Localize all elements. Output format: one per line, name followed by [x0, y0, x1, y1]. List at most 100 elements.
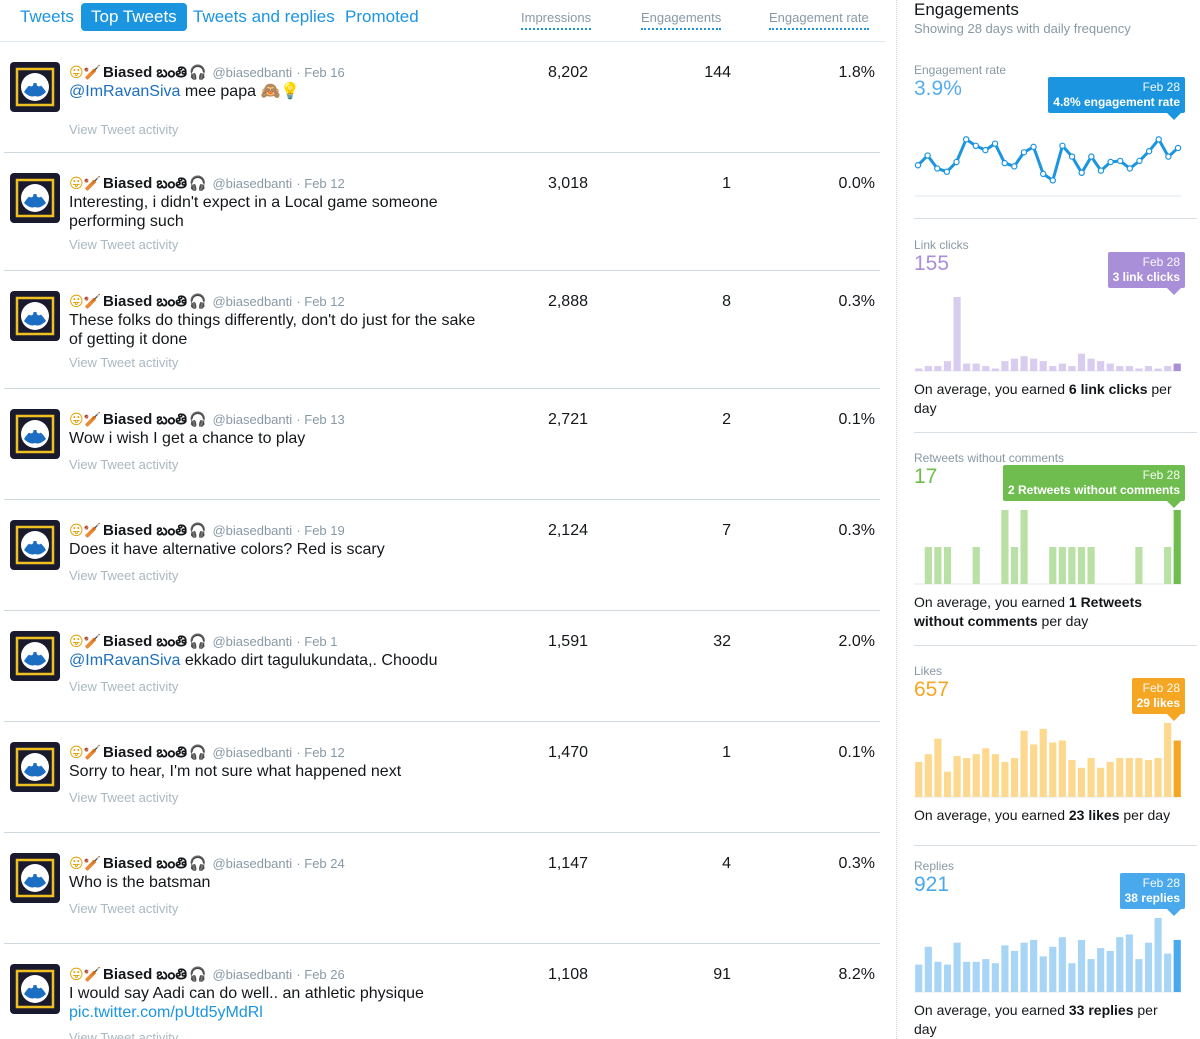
- avatar[interactable]: [10, 964, 60, 1014]
- metric-label: Link clicks: [914, 238, 969, 252]
- metric-chart[interactable]: [914, 129, 1182, 197]
- user-name[interactable]: Biased బంతి: [103, 175, 187, 192]
- metric-divider: [914, 645, 1197, 646]
- view-tweet-activity-link[interactable]: View Tweet activity: [69, 679, 179, 694]
- tweet-row[interactable]: 😛🏏 Biased బంతి 🎧 @biasedbanti · Feb 12 Inter…: [4, 153, 880, 271]
- view-tweet-activity-link[interactable]: View Tweet activity: [69, 568, 179, 583]
- rate-point: [972, 142, 979, 149]
- chart-bar: [1010, 358, 1019, 371]
- avatar[interactable]: [10, 631, 60, 681]
- metric-chart[interactable]: [914, 714, 1182, 798]
- user-name[interactable]: Biased బంతి: [103, 64, 187, 81]
- tweet-row[interactable]: 😛🏏 Biased బంతి 🎧 @biasedbanti · Feb 26 I wou…: [4, 944, 880, 1039]
- chart-bar: [1001, 361, 1009, 371]
- avatar[interactable]: [10, 62, 60, 112]
- user-handle[interactable]: @biasedbanti: [212, 856, 293, 871]
- user-handle[interactable]: @biasedbanti: [212, 294, 293, 309]
- user-name[interactable]: Biased బంతి: [103, 855, 187, 872]
- tooltip-date: Feb 28: [1142, 681, 1180, 695]
- avatar[interactable]: [10, 520, 60, 570]
- tweet-row[interactable]: 😛🏏 Biased బంతి 🎧 @biasedbanti · Feb 12 Sorry…: [4, 722, 880, 833]
- user-name[interactable]: Biased బంతి: [103, 522, 187, 539]
- engagements-value: 144: [704, 64, 731, 81]
- user-name[interactable]: Biased బంతి: [103, 293, 187, 310]
- tweet-row[interactable]: 😛🏏 Biased బంతి 🎧 @biasedbanti · Feb 16 @ImRa…: [4, 42, 880, 153]
- view-tweet-activity-link[interactable]: View Tweet activity: [69, 122, 179, 137]
- view-tweet-activity-link[interactable]: View Tweet activity: [69, 1030, 179, 1039]
- chart-tooltip: Feb 28 2 Retweets without comments: [1002, 465, 1185, 508]
- avatar[interactable]: [10, 291, 60, 341]
- user-handle[interactable]: @biasedbanti: [212, 65, 293, 80]
- ball-emoji-icon: 🏏: [83, 745, 102, 761]
- metric-chart[interactable]: [914, 501, 1182, 585]
- engagements-column-header[interactable]: Engagements: [641, 10, 722, 30]
- view-tweet-activity-link[interactable]: View Tweet activity: [69, 901, 179, 916]
- panel-title: Engagements: [914, 0, 1019, 19]
- user-handle[interactable]: @biasedbanti: [212, 412, 293, 427]
- chart-bar: [972, 363, 980, 371]
- chart-bar: [972, 961, 980, 992]
- impressions-value: 2,888: [547, 293, 588, 310]
- engagement-rate-value: 0.3%: [838, 522, 875, 539]
- metric-likes: Likes 657 Feb 28 29 likes On average, you ea…: [914, 664, 1197, 864]
- impressions-column-header[interactable]: Impressions: [521, 10, 592, 30]
- view-tweet-activity-link[interactable]: View Tweet activity: [69, 457, 179, 472]
- tab-promoted[interactable]: Promoted: [345, 7, 419, 26]
- metric-chart[interactable]: [914, 909, 1182, 993]
- tweet-date: · Feb 12: [296, 176, 345, 191]
- tweet-row[interactable]: 😛🏏 Biased బంతి 🎧 @biasedbanti · Feb 19 Does …: [4, 500, 880, 611]
- tweet-row[interactable]: 😛🏏 Biased బంతి 🎧 @biasedbanti · Feb 24 Who i…: [4, 833, 880, 944]
- view-tweet-activity-link[interactable]: View Tweet activity: [69, 237, 179, 252]
- metric-chart[interactable]: [914, 288, 1182, 372]
- headphones-icon: 🎧: [189, 856, 207, 872]
- mention-link[interactable]: @ImRavanSiva: [69, 652, 181, 669]
- headphones-icon: 🎧: [189, 745, 207, 761]
- tab-tweets[interactable]: Tweets: [20, 7, 74, 26]
- user-name[interactable]: Biased బంతి: [103, 633, 187, 650]
- view-tweet-activity-link[interactable]: View Tweet activity: [69, 790, 179, 805]
- ball-emoji-icon: 🏏: [83, 634, 102, 650]
- engagement-rate-value: 2.0%: [838, 633, 875, 650]
- rate-point: [1011, 163, 1018, 170]
- tab-tweets-and-replies[interactable]: Tweets and replies: [193, 7, 335, 26]
- chart-bar: [934, 547, 942, 584]
- tweet-text: These folks do things differently, don't…: [69, 311, 479, 349]
- tweet-row[interactable]: 😛🏏 Biased బంతి 🎧 @biasedbanti · Feb 12 These…: [4, 271, 880, 389]
- avatar[interactable]: [10, 853, 60, 903]
- chart-svg: [914, 297, 1182, 372]
- user-handle[interactable]: @biasedbanti: [212, 745, 293, 760]
- chart-bar: [1077, 939, 1086, 992]
- tweet-link[interactable]: pic.twitter.com/pUtd5yMdRl: [69, 1004, 263, 1021]
- face-emoji-icon: 😛: [69, 634, 84, 650]
- average-value: 33 replies: [1068, 1002, 1134, 1018]
- metric-value: 155: [914, 252, 950, 275]
- user-handle[interactable]: @biasedbanti: [212, 967, 293, 982]
- tweet-row[interactable]: 😛🏏 Biased బంతి 🎧 @biasedbanti · Feb 1 @ImRav…: [4, 611, 880, 722]
- chart-bar: [963, 758, 971, 797]
- avatar[interactable]: [10, 742, 60, 792]
- tweet-row[interactable]: 😛🏏 Biased బంతి 🎧 @biasedbanti · Feb 13 Wow i…: [4, 389, 880, 500]
- chart-bar: [1049, 366, 1057, 371]
- rate-point: [1059, 142, 1066, 149]
- engagement-rate-column-header[interactable]: Engagement rate: [769, 10, 869, 30]
- view-tweet-activity-link[interactable]: View Tweet activity: [69, 355, 179, 370]
- user-name[interactable]: Biased బంతి: [103, 966, 187, 983]
- tweet-text: I would say Aadi can do well.. an athlet…: [69, 984, 479, 1022]
- rate-point: [1020, 149, 1028, 156]
- chart-bar: [1164, 723, 1172, 797]
- mention-link[interactable]: @ImRavanSiva: [69, 83, 181, 100]
- face-emoji-icon: 😛: [69, 967, 84, 983]
- user-name[interactable]: Biased బంతి: [103, 411, 187, 428]
- user-handle[interactable]: @biasedbanti: [212, 176, 293, 191]
- user-name[interactable]: Biased బంతి: [103, 744, 187, 761]
- avatar[interactable]: [10, 409, 60, 459]
- headphones-icon: 🎧: [189, 176, 207, 192]
- chart-bar: [1125, 758, 1133, 797]
- tab-top-tweets[interactable]: Top Tweets: [81, 3, 187, 31]
- user-handle[interactable]: @biasedbanti: [212, 634, 293, 649]
- avatar[interactable]: [10, 173, 60, 223]
- rate-point: [1097, 167, 1105, 174]
- user-handle[interactable]: @biasedbanti: [212, 523, 293, 538]
- chart-bar: [1116, 366, 1124, 371]
- chart-bar: [991, 368, 999, 371]
